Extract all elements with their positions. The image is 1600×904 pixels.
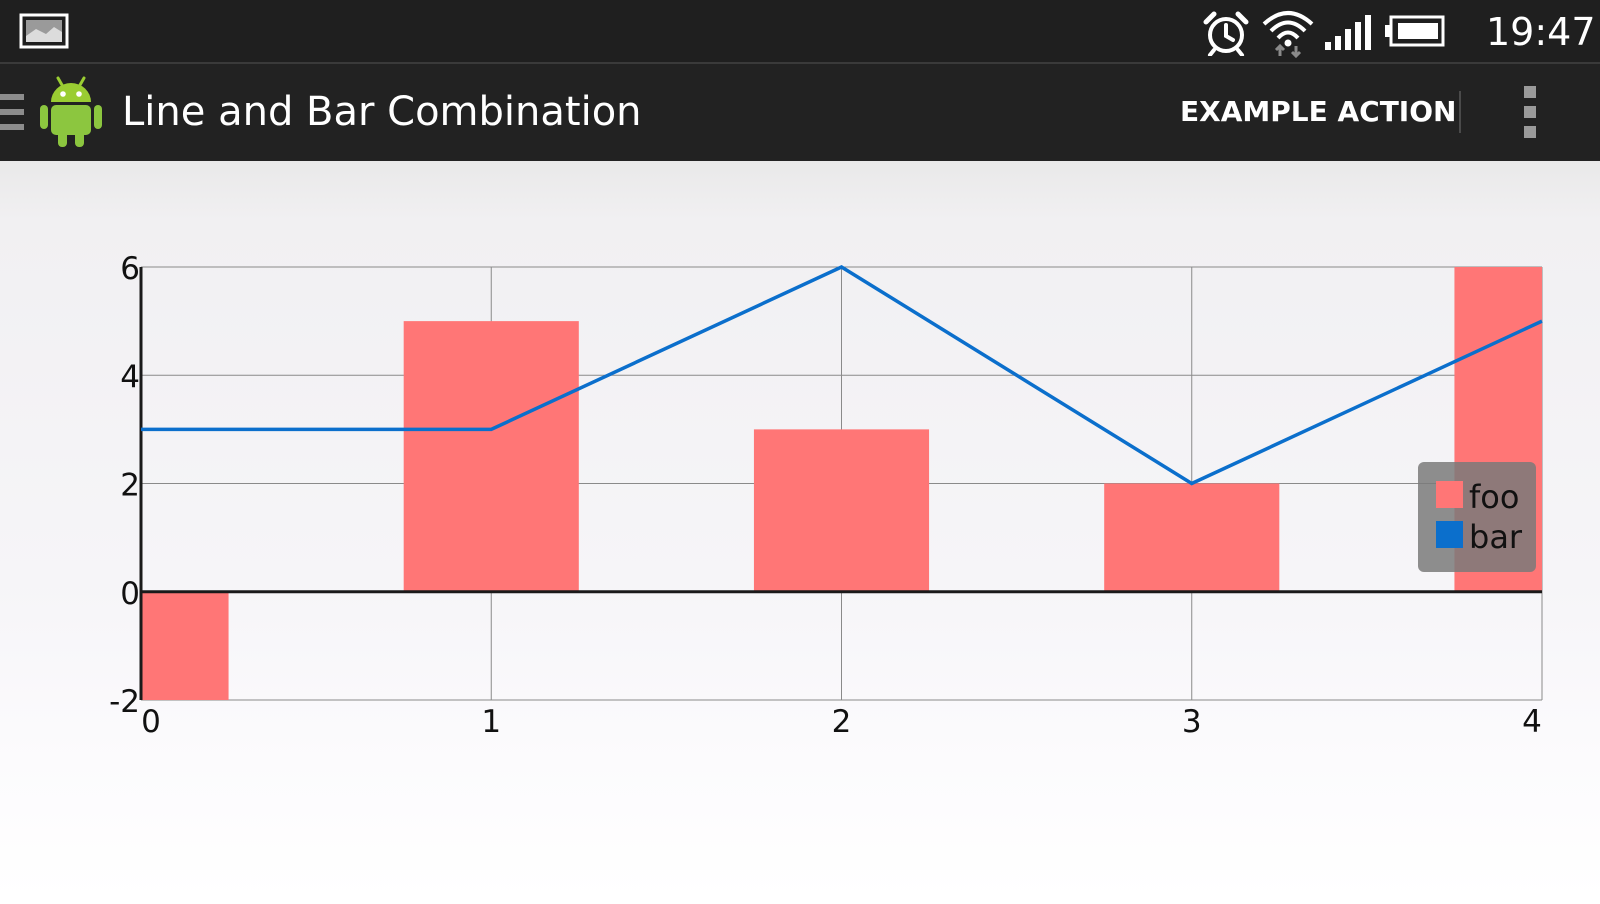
bar xyxy=(403,321,579,592)
y-tick-label: -2 xyxy=(109,684,140,720)
legend-label: foo xyxy=(1469,478,1519,516)
app-title: Line and Bar Combination xyxy=(122,89,642,135)
y-tick-label: 6 xyxy=(120,251,140,287)
status-clock: 19:47 xyxy=(1486,10,1596,54)
example-action-button[interactable]: EXAMPLE ACTION xyxy=(1180,95,1457,128)
gallery-icon xyxy=(19,13,69,49)
series-line xyxy=(141,265,1543,486)
status-bar-divider xyxy=(0,62,1600,64)
x-tick-label: 2 xyxy=(832,704,852,740)
line-series-bar xyxy=(141,265,1543,486)
alarm-icon xyxy=(1203,11,1249,56)
bar xyxy=(1104,483,1280,592)
bar xyxy=(753,429,930,592)
legend-swatch xyxy=(1436,481,1463,508)
legend-swatch xyxy=(1436,521,1463,548)
y-tick-label: 2 xyxy=(120,468,140,504)
status-bar: 19:47 xyxy=(0,0,1600,64)
android-icon[interactable] xyxy=(36,72,106,152)
x-tick-label: 0 xyxy=(141,704,161,740)
bar xyxy=(141,591,229,700)
menu-icon[interactable] xyxy=(0,92,26,132)
x-tick-label: 1 xyxy=(481,704,501,740)
legend-label: bar xyxy=(1469,518,1523,556)
signal-icon xyxy=(1325,15,1371,50)
battery-icon xyxy=(1385,15,1445,47)
x-tick-label: 3 xyxy=(1182,704,1202,740)
overflow-menu-icon[interactable] xyxy=(1518,84,1542,140)
y-tick-label: 0 xyxy=(120,576,140,612)
chart-area: -2 0 2 4 6 0 1 2 3 4 foo bar xyxy=(0,161,1600,900)
action-bar: Line and Bar Combination EXAMPLE ACTION xyxy=(0,64,1600,161)
chart-axes xyxy=(139,267,1542,700)
x-tick-label: 4 xyxy=(1522,704,1542,740)
wifi-icon xyxy=(1262,11,1314,58)
action-divider xyxy=(1459,91,1461,133)
y-tick-label: 4 xyxy=(120,359,140,395)
